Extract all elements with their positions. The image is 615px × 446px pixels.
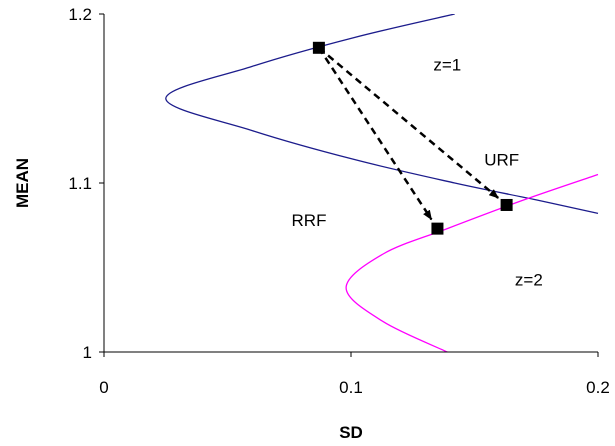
data-point [312, 41, 325, 54]
y-axis-title: MEAN [13, 158, 32, 208]
tick-labels: 1 1.1 1.2 0 0.1 0.2 [68, 5, 609, 397]
x-axis-title: SD [339, 423, 363, 442]
frontier-curve-z1 [165, 14, 599, 215]
annotations: z=1 URF RRF z=2 [292, 56, 543, 290]
annotation-z2: z=2 [515, 270, 543, 289]
annotation-z1: z=1 [433, 56, 461, 75]
x-tick-label: 0.1 [339, 378, 363, 397]
arrows [317, 46, 499, 221]
annotation-urf: URF [484, 150, 519, 169]
data-point [500, 198, 513, 211]
dashed-arrow [317, 47, 433, 221]
x-tick-label: 0.2 [586, 378, 610, 397]
frontier-curves [165, 14, 599, 352]
frontier-curve-z2 [345, 173, 599, 352]
axes [99, 13, 599, 357]
y-tick-label: 1.2 [68, 5, 92, 24]
data-points [312, 41, 513, 235]
x-tick-label: 0 [99, 378, 108, 397]
dashed-arrow [318, 46, 499, 199]
y-tick-label: 1.1 [68, 174, 92, 193]
data-point [431, 222, 444, 235]
annotation-rrf: RRF [292, 211, 327, 230]
y-tick-label: 1 [83, 343, 92, 362]
